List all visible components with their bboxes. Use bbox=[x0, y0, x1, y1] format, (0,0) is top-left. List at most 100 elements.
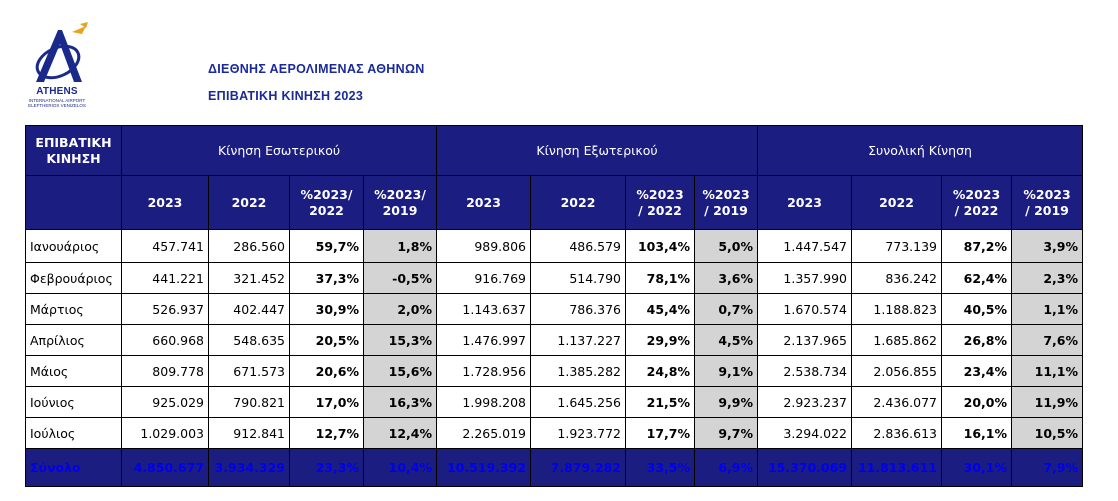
col-header-domestic-1: 2022 bbox=[208, 175, 290, 230]
col-header-line-1: 2022 bbox=[231, 194, 267, 210]
col-header-line-1: 2023 bbox=[466, 194, 501, 210]
table-cell: 87,2% bbox=[941, 229, 1013, 263]
table-cell: 836.242 bbox=[851, 262, 943, 294]
col-header-line-1: %2023 bbox=[702, 186, 750, 202]
table-cell: 809.778 bbox=[121, 355, 209, 387]
table-cell: 9,1% bbox=[694, 355, 759, 387]
table-cell: 321.452 bbox=[208, 262, 290, 294]
header-row-groups: ΕΠΙΒΑΤΙΚΗ ΚΙΝΗΣΗ Κίνηση Εσωτερικού Κίνησ… bbox=[25, 125, 1084, 176]
table-cell: 786.376 bbox=[530, 293, 627, 325]
table-cell: 4,5% bbox=[694, 324, 759, 356]
total-cell: 6,9% bbox=[694, 448, 759, 487]
col-header-line-2: / 2019 bbox=[704, 202, 748, 218]
group-header-international: Κίνηση Εξωτερικού bbox=[436, 125, 759, 176]
header-row-columns: 2023 2022 %2023/2022 %2023/2019 2023 2022 %202… bbox=[25, 175, 1084, 230]
group-header-domestic: Κίνηση Εσωτερικού bbox=[120, 125, 438, 176]
table-cell: 1.029.003 bbox=[121, 417, 209, 449]
table-cell: 457.741 bbox=[121, 229, 209, 263]
table-cell: 20,0% bbox=[941, 386, 1013, 418]
page-subtitle: ΕΠΙΒΑΤΙΚΗ ΚΙΝΗΣΗ 2023 bbox=[208, 89, 364, 103]
col-header-line-1: %2023/ bbox=[300, 186, 353, 202]
table-cell: 30,9% bbox=[289, 293, 364, 325]
table-cell: 2,0% bbox=[362, 293, 438, 325]
table-cell: 62,4% bbox=[941, 262, 1013, 294]
table-cell: 1.447.547 bbox=[757, 229, 853, 263]
table-cell: 9,9% bbox=[694, 386, 759, 418]
table-cell: 29,9% bbox=[625, 324, 696, 356]
col-header-line-2: / 2022 bbox=[954, 202, 999, 218]
table-cell: 1.476.997 bbox=[436, 324, 532, 356]
table-cell: 1.923.772 bbox=[530, 417, 627, 449]
table-cell: 660.968 bbox=[121, 324, 209, 356]
col-header-line-2: / 2022 bbox=[638, 202, 682, 218]
table-cell: 2.056.855 bbox=[851, 355, 943, 387]
table-cell: 773.139 bbox=[851, 229, 943, 263]
table-cell: 526.937 bbox=[121, 293, 209, 325]
total-cell: 23,3% bbox=[289, 448, 364, 487]
table-cell: 1.645.256 bbox=[530, 386, 627, 418]
table-cell: 1.998.208 bbox=[436, 386, 532, 418]
table-cell: 11,9% bbox=[1011, 386, 1084, 418]
table-row: Μάιος 809.778 671.573 20,6% 15,6% 1.728.956 1.… bbox=[25, 355, 1084, 387]
month-cell: Ιούνιος bbox=[25, 386, 122, 418]
table-cell: 26,8% bbox=[941, 324, 1013, 356]
table-cell: 1.685.862 bbox=[851, 324, 943, 356]
logo-brand-text: ATHENS bbox=[36, 86, 78, 97]
table-row: Μάρτιος 526.937 402.447 30,9% 2,0% 1.143.637 7… bbox=[25, 293, 1084, 325]
table-cell: 78,1% bbox=[625, 262, 696, 294]
table-cell: 9,7% bbox=[694, 417, 759, 449]
table-cell: 7,6% bbox=[1011, 324, 1084, 356]
col-header-line-1: 2023 bbox=[787, 194, 822, 210]
col-header-total-0: 2023 bbox=[757, 175, 853, 230]
month-cell: Ιανουάριος bbox=[25, 229, 122, 263]
total-row: Σύνολο 4.850.677 3.934.329 23,3% 10,4% 10.51… bbox=[25, 448, 1084, 487]
table-cell: 15,6% bbox=[362, 355, 438, 387]
total-cell: 7.879.282 bbox=[530, 448, 627, 487]
table-cell: 37,3% bbox=[289, 262, 364, 294]
table-cell: 989.806 bbox=[436, 229, 532, 263]
col-header-international-3: %2023/ 2019 bbox=[694, 175, 759, 230]
table-cell: 2.923.237 bbox=[757, 386, 853, 418]
month-cell: Ιούλιος bbox=[25, 417, 122, 449]
table-cell: 1.357.990 bbox=[757, 262, 853, 294]
table-cell: 916.769 bbox=[436, 262, 532, 294]
table-cell: 1.137.227 bbox=[530, 324, 627, 356]
table-cell: 10,5% bbox=[1011, 417, 1084, 449]
table-cell: 17,0% bbox=[289, 386, 364, 418]
table-cell: 441.221 bbox=[121, 262, 209, 294]
table-cell: 548.635 bbox=[208, 324, 290, 356]
table-cell: 16,1% bbox=[941, 417, 1013, 449]
table-cell: 103,4% bbox=[625, 229, 696, 263]
col-header-international-0: 2023 bbox=[436, 175, 532, 230]
logo-sub-line-1: INTERNATIONAL AIRPORT bbox=[28, 98, 86, 103]
table-row: Ιανουάριος 457.741 286.560 59,7% 1,8% 989.806… bbox=[25, 229, 1084, 263]
table-cell: 1,1% bbox=[1011, 293, 1084, 325]
logo-mark-icon bbox=[35, 22, 88, 82]
passenger-traffic-table: ΕΠΙΒΑΤΙΚΗ ΚΙΝΗΣΗ Κίνηση Εσωτερικού Κίνησ… bbox=[25, 125, 1084, 487]
table-cell: 912.841 bbox=[208, 417, 290, 449]
total-cell: 7,9% bbox=[1011, 448, 1084, 487]
col-header-line-1: %2023 bbox=[952, 186, 1001, 202]
table-cell: 23,4% bbox=[941, 355, 1013, 387]
table-row: Ιούλιος 1.029.003 912.841 12,7% 12,4% 2.265.0… bbox=[25, 417, 1084, 449]
col-header-line-1: 2022 bbox=[879, 194, 914, 210]
table-cell: 1.143.637 bbox=[436, 293, 532, 325]
total-cell: 30,1% bbox=[941, 448, 1013, 487]
table-cell: 17,7% bbox=[625, 417, 696, 449]
table-cell: 2.538.734 bbox=[757, 355, 853, 387]
table-cell: 1.670.574 bbox=[757, 293, 853, 325]
col-header-domestic-3: %2023/2019 bbox=[362, 175, 438, 230]
page-title: ΔΙΕΘΝΗΣ ΑΕΡΟΛΙΜΕΝΑΣ ΑΘΗΝΩΝ bbox=[208, 62, 425, 76]
total-cell: 3.934.329 bbox=[208, 448, 290, 487]
corner-blank bbox=[25, 175, 122, 230]
col-header-international-2: %2023/ 2022 bbox=[625, 175, 696, 230]
group-header-total: Συνολική Κίνηση bbox=[757, 125, 1084, 176]
table-cell: 1.385.282 bbox=[530, 355, 627, 387]
table-cell: 286.560 bbox=[208, 229, 290, 263]
month-cell: Απρίλιος bbox=[25, 324, 122, 356]
table-cell: 45,4% bbox=[625, 293, 696, 325]
col-header-line-2: / 2019 bbox=[1025, 202, 1069, 218]
table-cell: 925.029 bbox=[121, 386, 209, 418]
col-header-line-2: 2022 bbox=[309, 202, 344, 218]
table-cell: 2.436.077 bbox=[851, 386, 943, 418]
